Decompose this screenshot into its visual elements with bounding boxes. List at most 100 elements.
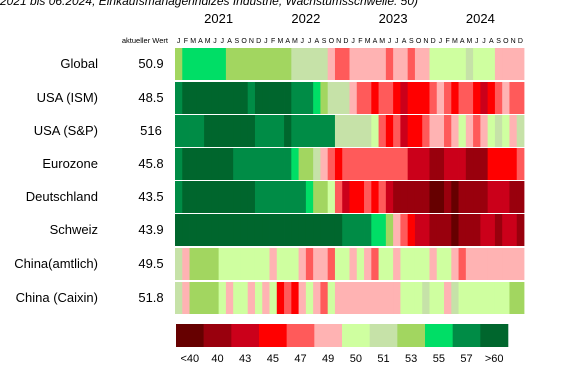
heat-cell [429,115,438,147]
heat-cell [422,82,430,114]
month-label: O [241,38,247,45]
heat-cell [269,181,278,213]
heat-cell [516,148,525,180]
heat-cell [247,248,256,280]
heat-cell [327,48,336,80]
heat-cell [364,48,372,80]
row-label: USA (S&P) [34,123,98,138]
month-label: N [336,38,341,45]
heat-cell [436,214,445,246]
heat-cell [196,282,205,314]
heat-cell [436,115,445,147]
heat-cell [327,214,336,246]
month-label: M [379,38,385,45]
heat-cell [291,214,299,246]
heat-cell [371,282,379,314]
heat-cell [291,115,299,147]
heat-cell [480,82,489,114]
heat-cell [211,214,220,246]
row-current-value: 51.8 [138,290,163,305]
heat-cell [327,248,336,280]
month-label: A [314,38,319,45]
heat-cell [262,248,270,280]
legend-label: 43 [239,353,251,365]
legend-label: 45 [267,353,279,365]
month-label: J [221,38,225,45]
heat-cell [458,282,467,314]
heat-cell [480,214,489,246]
heat-cell [502,115,510,147]
heat-cell [487,282,496,314]
heat-cell [247,181,256,213]
heat-cell [182,248,190,280]
heat-cell [334,214,343,246]
heat-cell [211,48,220,80]
month-label: A [489,38,494,45]
row-current-value: 43.5 [138,189,163,204]
row-current-value: 45.8 [138,156,163,171]
heat-cell [502,248,510,280]
heat-cell [342,181,350,213]
year-label: 2022 [291,11,320,26]
heat-cell [356,248,365,280]
heat-cell [371,214,379,246]
heat-cell [254,148,263,180]
heat-cell [444,48,452,80]
heat-cell [407,48,416,80]
legend-swatch [259,324,287,347]
heat-cell [473,115,481,147]
heat-cell [400,48,409,80]
heat-cell [182,148,190,180]
heat-cell [327,115,336,147]
heat-cell [276,248,285,280]
heat-cell [400,115,409,147]
heat-cell [364,115,372,147]
month-label: S [234,38,239,45]
heat-cell [349,82,358,114]
heat-cell [400,214,409,246]
month-label: M [205,38,211,45]
heat-cell [385,48,394,80]
heat-cell [502,282,510,314]
heat-cell [494,282,503,314]
month-label: S [496,38,501,45]
heat-cell [342,282,350,314]
heat-cell [473,214,481,246]
heat-cell [393,148,401,180]
heat-cell [284,48,292,80]
heat-cell [305,115,314,147]
heat-cell [291,181,299,213]
legend-label: <40 [180,353,199,365]
heat-cell [473,248,481,280]
heat-cell [254,282,263,314]
heat-cell [240,115,249,147]
heat-cell [378,48,387,80]
heat-cell [356,282,365,314]
heat-cell [313,248,321,280]
heat-cell [509,148,518,180]
heat-cell [233,82,241,114]
row-current-value: 43.9 [138,222,163,237]
heat-cell [480,181,489,213]
heat-cell [371,181,379,213]
heat-cell [465,248,474,280]
heat-cell [480,282,489,314]
heat-cell [378,115,387,147]
legend-swatch [203,324,232,347]
heat-cell [269,248,278,280]
heat-cell [349,248,358,280]
heat-cell [509,282,518,314]
heat-cell [429,214,438,246]
heat-cell [494,82,503,114]
heat-cell [276,181,285,213]
heat-cell [444,282,452,314]
heat-cell [298,282,307,314]
heat-cell [262,82,270,114]
heat-cell [407,148,416,180]
heat-cell [414,214,423,246]
heat-cell [458,115,467,147]
heat-cell [451,214,459,246]
heat-cell [225,181,234,213]
heat-cell [225,148,234,180]
